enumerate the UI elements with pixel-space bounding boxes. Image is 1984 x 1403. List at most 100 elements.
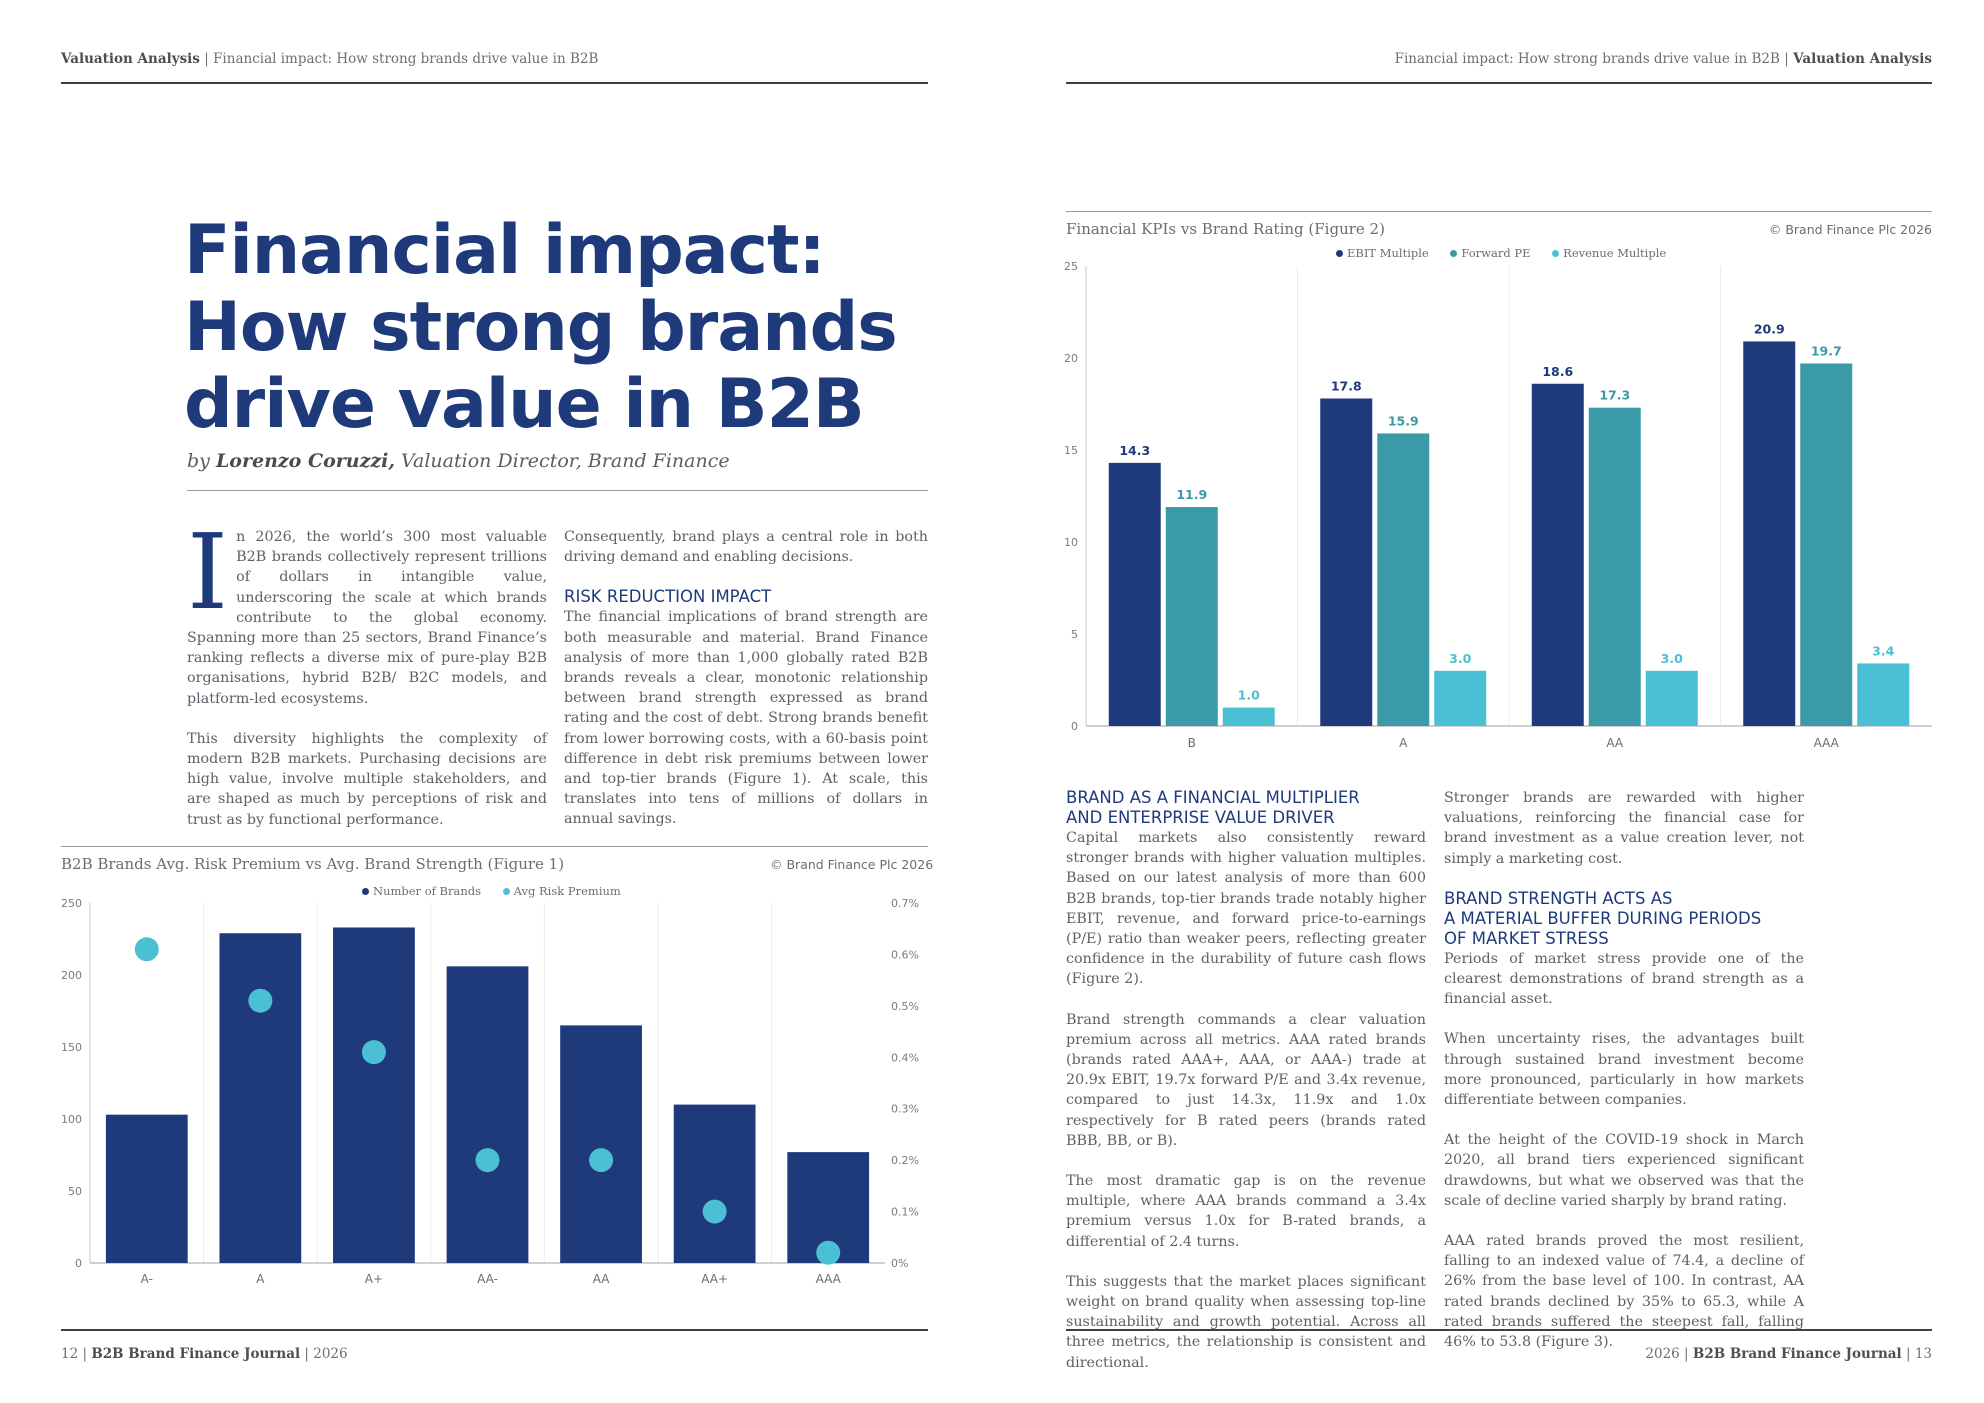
heading-line: BRAND AS A FINANCIAL MULTIPLIER bbox=[1066, 788, 1360, 807]
footer-separator: | bbox=[1905, 1346, 1911, 1362]
paragraph-valuation-premium: Brand strength commands a clear valuatio… bbox=[1066, 1011, 1426, 1149]
x-tick-label: AA bbox=[593, 1272, 611, 1286]
legend-label: EBIT Multiple bbox=[1347, 246, 1429, 260]
data-label: 18.6 bbox=[1542, 364, 1573, 379]
footer-separator: | bbox=[1684, 1346, 1689, 1362]
point-avg-risk-premium bbox=[816, 1240, 841, 1265]
title-line-2: How strong brands bbox=[184, 288, 898, 367]
bar-revenue-multiple bbox=[1645, 670, 1698, 726]
x-tick-label: A- bbox=[141, 1272, 153, 1286]
bar-ebit-multiple bbox=[1743, 341, 1796, 726]
y2-tick-label: 0.6% bbox=[891, 948, 919, 961]
left-header-rule bbox=[61, 82, 928, 84]
right-header-title: Financial impact: How strong brands driv… bbox=[1394, 51, 1780, 67]
paragraph-risk-reduction: The financial implications of brand stre… bbox=[564, 609, 928, 828]
figure1-copyright: © Brand Finance Plc 2026 bbox=[770, 857, 934, 872]
y-tick-label: 5 bbox=[1071, 628, 1078, 641]
right-header-separator: | bbox=[1784, 51, 1789, 67]
heading-risk-reduction: RISK REDUCTION IMPACT bbox=[564, 587, 772, 607]
bar-number-of-brands bbox=[333, 927, 415, 1263]
data-label: 3.0 bbox=[1449, 651, 1471, 666]
bar-forward-pe bbox=[1588, 407, 1641, 726]
y-tick-label: 10 bbox=[1064, 536, 1078, 549]
right-header-section: Valuation Analysis bbox=[1793, 51, 1932, 67]
left-body-column-2: Consequently, brand plays a central role… bbox=[564, 527, 928, 850]
heading-line: AND ENTERPRISE VALUE DRIVER bbox=[1066, 808, 1335, 827]
bar-ebit-multiple bbox=[1108, 462, 1161, 726]
bar-forward-pe bbox=[1165, 507, 1218, 726]
y2-tick-label: 0.5% bbox=[891, 1000, 919, 1013]
bar-number-of-brands bbox=[560, 1025, 642, 1263]
x-tick-label: AAA bbox=[816, 1272, 842, 1286]
page-title: Financial impact: How strong brands driv… bbox=[184, 212, 924, 443]
data-label: 17.8 bbox=[1331, 378, 1362, 393]
data-label: 17.3 bbox=[1599, 388, 1630, 403]
bar-revenue-multiple bbox=[1857, 663, 1910, 726]
title-line-1: Financial impact: bbox=[184, 211, 826, 290]
y2-tick-label: 0% bbox=[891, 1257, 908, 1270]
byline-rule bbox=[187, 490, 928, 491]
y-tick-label: 0 bbox=[1071, 720, 1078, 733]
bar-number-of-brands bbox=[219, 933, 302, 1263]
y2-tick-label: 0.2% bbox=[891, 1154, 919, 1167]
right-footer-rule bbox=[1066, 1329, 1932, 1331]
figure1-chart: 0 50 100 150 200 250 0% 0.1% 0.2% 0.3% 0.4% 0.5% 0.6… bbox=[61, 897, 919, 1286]
figure1-top-rule bbox=[61, 846, 928, 847]
legend-dot-icon bbox=[502, 888, 510, 895]
right-header-rule bbox=[1066, 82, 1932, 84]
figure2-title: Financial KPIs vs Brand Rating (Figure 2… bbox=[1066, 220, 1385, 238]
legend-dot-icon bbox=[1450, 250, 1458, 257]
byline-prefix: by bbox=[187, 450, 216, 472]
bar-ebit-multiple bbox=[1531, 383, 1584, 726]
paragraph-uncertainty: When uncertainty rises, the advantages b… bbox=[1444, 1031, 1804, 1109]
paragraph-diversity: This diversity highlights the complexity… bbox=[187, 730, 547, 828]
bar-number-of-brands bbox=[446, 966, 529, 1263]
y2-tick-label: 0.7% bbox=[891, 897, 919, 910]
y-tick-label: 20 bbox=[1064, 352, 1078, 365]
y2-tick-label: 0.3% bbox=[891, 1103, 919, 1116]
y2-tick-label: 0.4% bbox=[891, 1051, 919, 1064]
legend-label: Forward PE bbox=[1461, 246, 1531, 260]
right-body-column-1: BRAND AS A FINANCIAL MULTIPLIER AND ENTE… bbox=[1066, 788, 1426, 1393]
x-tick-label: A bbox=[1399, 736, 1408, 750]
x-tick-label: A+ bbox=[365, 1272, 383, 1286]
drop-cap: I bbox=[187, 511, 229, 633]
left-footer-year: 2026 bbox=[313, 1346, 348, 1362]
data-label: 14.3 bbox=[1119, 443, 1150, 458]
data-label: 3.4 bbox=[1872, 643, 1894, 658]
point-avg-risk-premium bbox=[702, 1199, 727, 1224]
y-tick-label: 25 bbox=[1064, 260, 1078, 273]
y-tick-label: 250 bbox=[61, 897, 82, 910]
data-label: 3.0 bbox=[1661, 651, 1683, 666]
y-tick-label: 0 bbox=[75, 1257, 82, 1270]
y2-tick-label: 0.1% bbox=[891, 1206, 919, 1219]
intro-text: n 2026, the world’s 300 most valuable B2… bbox=[187, 529, 547, 707]
data-label: 1.0 bbox=[1238, 688, 1260, 703]
paragraph-aaa-resilient: AAA rated brands proved the most resilie… bbox=[1444, 1233, 1804, 1351]
data-label: 15.9 bbox=[1388, 413, 1419, 428]
heading-financial-multiplier: BRAND AS A FINANCIAL MULTIPLIER AND ENTE… bbox=[1066, 788, 1426, 828]
x-tick-label: AA+ bbox=[701, 1272, 728, 1286]
paragraph-covid: At the height of the COVID-19 shock in M… bbox=[1444, 1132, 1804, 1209]
point-avg-risk-premium bbox=[475, 1148, 500, 1173]
legend-revenue-multiple: Revenue Multiple bbox=[1552, 246, 1666, 260]
footer-separator: | bbox=[82, 1346, 88, 1362]
byline: by Lorenzo Coruzzi, Valuation Director, … bbox=[187, 450, 730, 472]
left-page-number: 12 bbox=[61, 1346, 79, 1362]
heading-line: A MATERIAL BUFFER DURING PERIODS bbox=[1444, 908, 1762, 928]
paragraph-revenue-gap: The most dramatic gap is on the revenue … bbox=[1066, 1173, 1426, 1250]
legend-dot-icon bbox=[1336, 250, 1343, 257]
paragraph-stronger-brands: Stronger brands are rewarded with higher… bbox=[1444, 790, 1804, 867]
x-tick-label: B bbox=[1188, 736, 1196, 750]
bar-revenue-multiple bbox=[1434, 670, 1487, 726]
y-tick-label: 200 bbox=[61, 969, 82, 982]
point-avg-risk-premium bbox=[589, 1148, 614, 1173]
legend-label: Avg Risk Premium bbox=[513, 884, 621, 898]
x-tick-label: AAA bbox=[1814, 736, 1840, 750]
legend-ebit-multiple: EBIT Multiple bbox=[1336, 246, 1429, 260]
y-tick-label: 50 bbox=[68, 1185, 82, 1198]
heading-material-buffer: BRAND STRENGTH ACTS AS A MATERIAL BUFFER… bbox=[1444, 889, 1804, 949]
point-avg-risk-premium bbox=[361, 1040, 386, 1065]
